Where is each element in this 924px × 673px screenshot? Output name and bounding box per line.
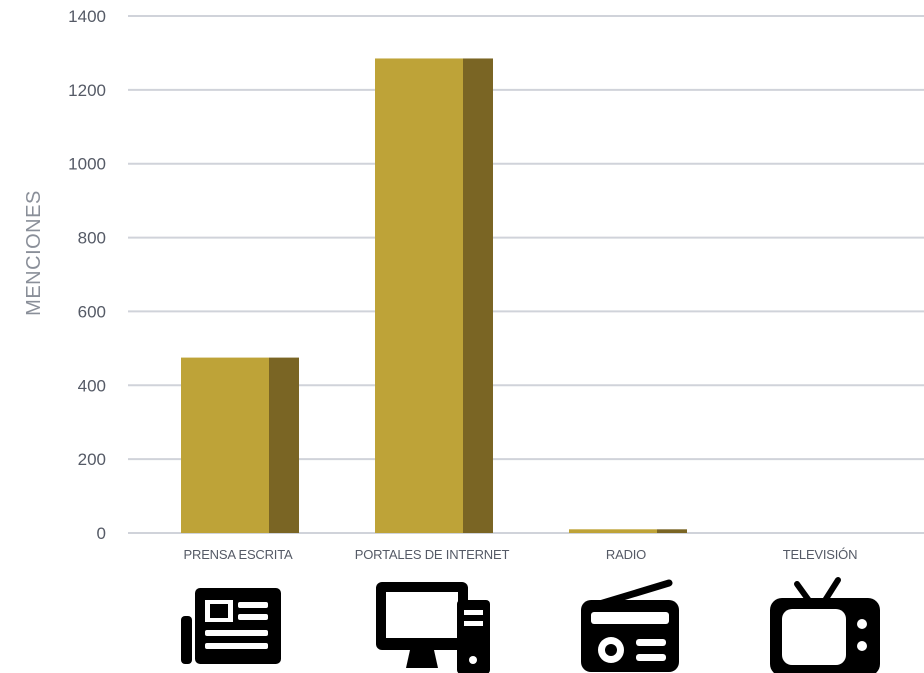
- bar-side: [269, 357, 299, 533]
- y-axis-label: MENCIONES: [23, 190, 45, 316]
- television-icon: [770, 577, 880, 673]
- x-tick-label: PRENSA ESCRITA: [184, 547, 293, 562]
- y-tick-label: 400: [78, 376, 106, 395]
- newspaper-icon: [181, 588, 281, 664]
- y-tick-label: 0: [97, 524, 106, 543]
- radio-icon: [581, 579, 679, 672]
- bar-side: [463, 58, 493, 533]
- bar: [375, 58, 463, 533]
- bar: [569, 529, 657, 533]
- y-tick-label: 1000: [68, 155, 106, 174]
- bar-side: [657, 529, 687, 533]
- x-tick-label: PORTALES DE INTERNET: [355, 547, 510, 562]
- x-tick-label: TELEVISIÓN: [783, 547, 858, 562]
- y-tick-label: 600: [78, 302, 106, 321]
- y-tick-label: 200: [78, 450, 106, 469]
- bar: [181, 357, 269, 533]
- y-tick-label: 1200: [68, 81, 106, 100]
- y-axis-ticks: 0 200 400 600 800 1000 1200 1400: [68, 7, 106, 543]
- x-axis-ticks: PRENSA ESCRITA PORTALES DE INTERNET RADIO T…: [184, 547, 858, 562]
- y-tick-label: 1400: [68, 7, 106, 26]
- x-tick-label: RADIO: [606, 547, 646, 562]
- bars: [181, 58, 687, 533]
- desktop-computer-icon: [376, 582, 490, 673]
- y-tick-label: 800: [78, 229, 106, 248]
